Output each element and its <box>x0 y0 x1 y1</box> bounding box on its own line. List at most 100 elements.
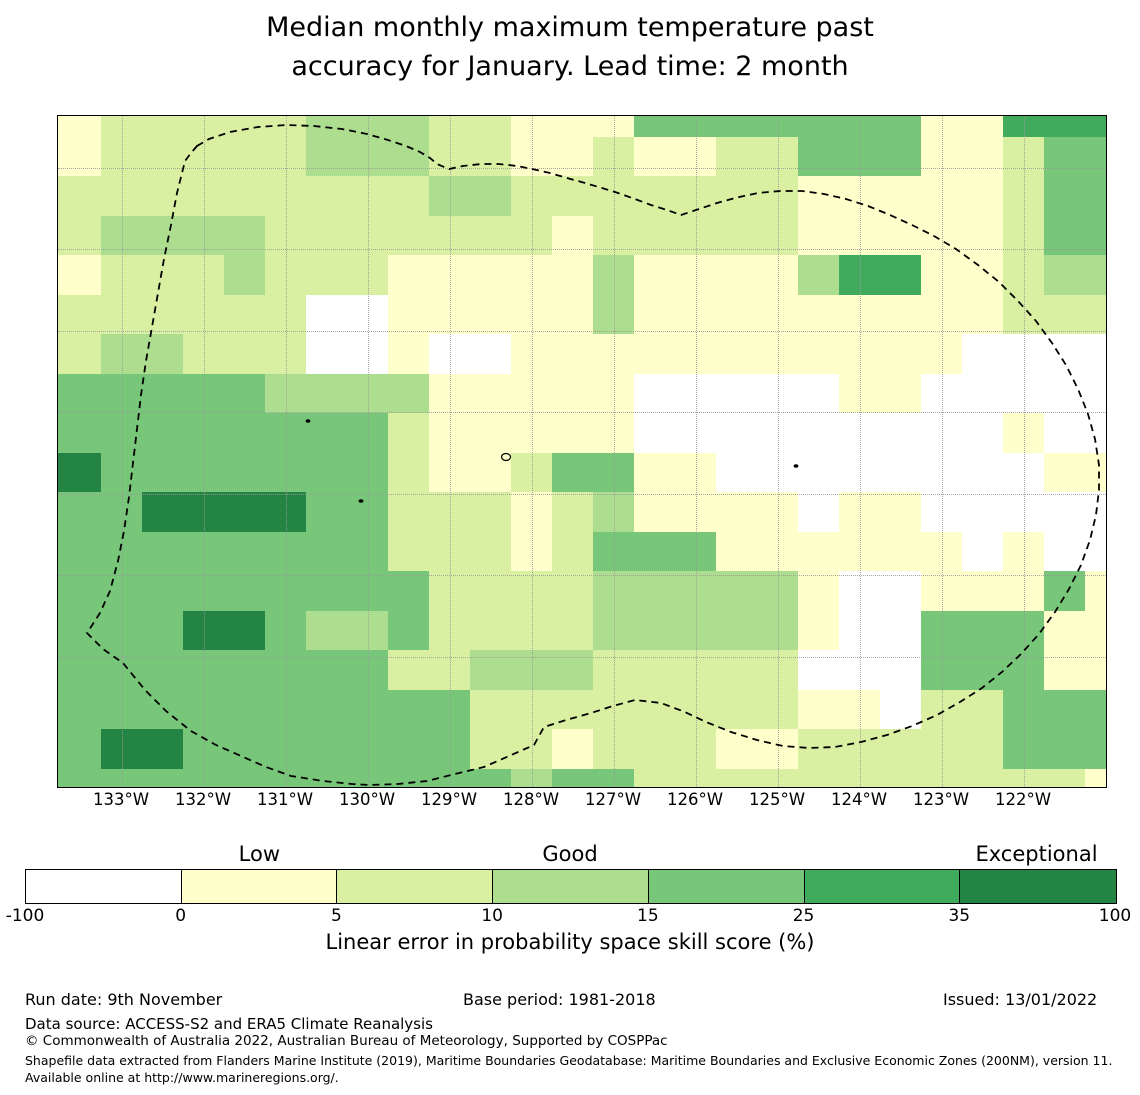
copyright: © Commonwealth of Australia 2022, Austra… <box>25 1033 668 1049</box>
heatmap-cell <box>634 373 675 413</box>
longitude-tick-label: 124°W <box>830 790 888 809</box>
heatmap-cell <box>1085 334 1106 374</box>
heatmap-cell <box>552 255 593 295</box>
heatmap-cell <box>1044 729 1085 769</box>
gridline-horizontal <box>58 412 1106 413</box>
heatmap-cell <box>839 650 880 690</box>
heatmap-cell <box>1044 116 1085 137</box>
gridline-vertical <box>778 116 779 787</box>
heatmap-cell <box>511 571 552 611</box>
heatmap-cell <box>183 255 224 295</box>
heatmap-cell <box>634 492 675 532</box>
heatmap-cell <box>388 650 429 690</box>
heatmap-cell <box>388 729 429 769</box>
heatmap-cell <box>183 215 224 255</box>
heatmap-cell <box>1044 492 1085 532</box>
heatmap-cell <box>716 136 757 176</box>
heatmap-cell <box>552 116 593 137</box>
heatmap-cell <box>511 768 552 787</box>
heatmap-cell <box>839 610 880 650</box>
heatmap-cell <box>265 610 306 650</box>
heatmap-cell <box>634 116 675 137</box>
heatmap-cell <box>142 373 183 413</box>
heatmap-cell <box>716 689 757 729</box>
heatmap-cell <box>1003 729 1044 769</box>
gridline-horizontal <box>58 494 1106 495</box>
heatmap-cell <box>1085 729 1106 769</box>
heatmap-cell <box>58 413 101 453</box>
heatmap-cell <box>552 492 593 532</box>
heatmap-cell <box>224 610 265 650</box>
heatmap-cell <box>142 413 183 453</box>
heatmap-cell <box>634 452 675 492</box>
heatmap-cell <box>470 452 511 492</box>
heatmap-cell <box>716 610 757 650</box>
heatmap-cell <box>511 136 552 176</box>
heatmap-cell <box>552 176 593 216</box>
heatmap-cell <box>101 571 142 611</box>
heatmap-cell <box>962 136 1003 176</box>
heatmap-cell <box>757 334 798 374</box>
heatmap-cell <box>388 413 429 453</box>
heatmap-cell <box>224 571 265 611</box>
heatmap-cell <box>1085 650 1106 690</box>
heatmap-cell <box>839 531 880 571</box>
heatmap-cell <box>470 610 511 650</box>
heatmap-cell <box>347 255 388 295</box>
heatmap-cell <box>757 116 798 137</box>
heatmap-cell <box>962 255 1003 295</box>
heatmap-cell <box>593 452 634 492</box>
heatmap-cell <box>593 334 634 374</box>
heatmap-cell <box>880 413 921 453</box>
heatmap-cell <box>183 650 224 690</box>
heatmap-cell <box>675 373 716 413</box>
heatmap-cell <box>224 531 265 571</box>
heatmap-cell <box>839 215 880 255</box>
heatmap-cell <box>1003 116 1044 137</box>
heatmap-cell <box>716 571 757 611</box>
heatmap-cell <box>101 689 142 729</box>
heatmap-cell <box>716 215 757 255</box>
heatmap-cell <box>306 373 347 413</box>
heatmap-cell <box>798 176 839 216</box>
heatmap-cell <box>142 768 183 787</box>
heatmap-cell <box>593 610 634 650</box>
heatmap-cell <box>388 116 429 137</box>
heatmap-cell <box>429 294 470 334</box>
heatmap-cell <box>593 215 634 255</box>
heatmap-cell <box>1085 373 1106 413</box>
heatmap-cell <box>306 689 347 729</box>
heatmap-cell <box>921 531 962 571</box>
heatmap-cell <box>306 571 347 611</box>
heatmap-cell <box>716 255 757 295</box>
heatmap-cell <box>593 531 634 571</box>
heatmap-cell <box>962 116 1003 137</box>
heatmap-cell <box>675 334 716 374</box>
heatmap-cell <box>511 294 552 334</box>
heatmap-cell <box>470 334 511 374</box>
heatmap-cell <box>880 610 921 650</box>
heatmap-cell <box>511 650 552 690</box>
heatmap-cell <box>552 334 593 374</box>
heatmap-cell <box>757 768 798 787</box>
heatmap-cell <box>224 492 265 532</box>
heatmap-cell <box>183 768 224 787</box>
heatmap-cell <box>716 650 757 690</box>
heatmap-cell <box>593 650 634 690</box>
heatmap-cell <box>675 650 716 690</box>
heatmap-cell <box>675 492 716 532</box>
heatmap-cell <box>757 255 798 295</box>
heatmap-cell <box>593 492 634 532</box>
heatmap-cell <box>593 373 634 413</box>
heatmap-cell <box>142 689 183 729</box>
heatmap-cell <box>511 373 552 413</box>
heatmap-cells <box>58 116 1106 787</box>
heatmap-cell <box>511 729 552 769</box>
heatmap-cell <box>962 176 1003 216</box>
chart-title-line1: Median monthly maximum temperature past <box>266 12 874 43</box>
heatmap-cell <box>429 116 470 137</box>
heatmap-cell <box>224 650 265 690</box>
heatmap-cell <box>1044 373 1085 413</box>
heatmap-cell <box>511 215 552 255</box>
colorbar-tick-label: 5 <box>331 906 342 926</box>
